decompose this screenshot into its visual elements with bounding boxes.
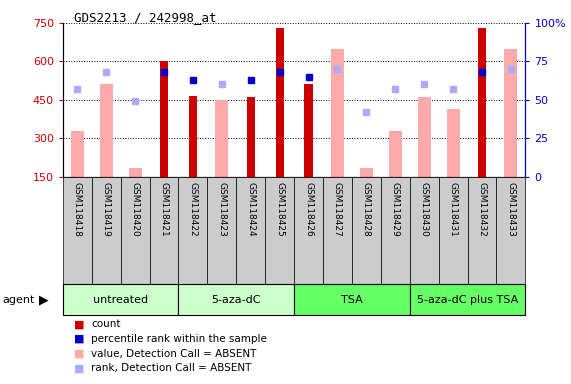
Text: GSM118426: GSM118426 bbox=[304, 182, 313, 237]
Text: untreated: untreated bbox=[93, 295, 148, 305]
Bar bbox=[236, 177, 265, 284]
Text: ■: ■ bbox=[74, 334, 85, 344]
Text: GSM118424: GSM118424 bbox=[246, 182, 255, 237]
Text: GSM118427: GSM118427 bbox=[333, 182, 342, 237]
Bar bbox=[381, 177, 410, 284]
Bar bbox=[100, 84, 112, 177]
Bar bbox=[360, 168, 373, 177]
Bar bbox=[478, 28, 486, 177]
Bar bbox=[247, 97, 255, 177]
Text: GSM118421: GSM118421 bbox=[159, 182, 168, 237]
Text: percentile rank within the sample: percentile rank within the sample bbox=[91, 334, 267, 344]
Text: GSM118425: GSM118425 bbox=[275, 182, 284, 237]
Bar bbox=[439, 177, 468, 284]
Text: value, Detection Call = ABSENT: value, Detection Call = ABSENT bbox=[91, 349, 257, 359]
Text: GSM118433: GSM118433 bbox=[506, 182, 516, 237]
Bar bbox=[294, 177, 323, 284]
Text: count: count bbox=[91, 319, 121, 329]
Text: rank, Detection Call = ABSENT: rank, Detection Call = ABSENT bbox=[91, 363, 252, 373]
Bar bbox=[410, 284, 525, 315]
Bar bbox=[63, 177, 92, 284]
Bar bbox=[468, 177, 496, 284]
Bar bbox=[504, 49, 517, 177]
Bar bbox=[417, 97, 431, 177]
Bar bbox=[265, 177, 294, 284]
Text: GSM118431: GSM118431 bbox=[449, 182, 457, 237]
Text: GDS2213 / 242998_at: GDS2213 / 242998_at bbox=[74, 12, 217, 25]
Bar bbox=[207, 177, 236, 284]
Text: GSM118423: GSM118423 bbox=[218, 182, 226, 237]
Bar bbox=[71, 131, 84, 177]
Bar bbox=[178, 177, 207, 284]
Text: GSM118422: GSM118422 bbox=[188, 182, 198, 237]
Text: ■: ■ bbox=[74, 363, 85, 373]
Bar bbox=[304, 84, 312, 177]
Text: GSM118429: GSM118429 bbox=[391, 182, 400, 237]
Text: 5-aza-dC: 5-aza-dC bbox=[211, 295, 261, 305]
Text: ■: ■ bbox=[74, 349, 85, 359]
Bar bbox=[215, 100, 228, 177]
Text: agent: agent bbox=[3, 295, 35, 305]
Text: GSM118430: GSM118430 bbox=[420, 182, 429, 237]
Bar bbox=[352, 177, 381, 284]
Bar bbox=[331, 49, 344, 177]
Text: GSM118432: GSM118432 bbox=[477, 182, 486, 237]
Text: GSM118419: GSM118419 bbox=[102, 182, 111, 237]
Bar bbox=[410, 177, 439, 284]
Text: ▶: ▶ bbox=[39, 293, 49, 306]
Text: GSM118418: GSM118418 bbox=[73, 182, 82, 237]
Bar bbox=[150, 177, 179, 284]
Bar bbox=[323, 177, 352, 284]
Bar bbox=[447, 109, 460, 177]
Bar bbox=[160, 61, 168, 177]
Text: TSA: TSA bbox=[341, 295, 363, 305]
Bar bbox=[294, 284, 410, 315]
Bar bbox=[178, 284, 294, 315]
Text: 5-aza-dC plus TSA: 5-aza-dC plus TSA bbox=[417, 295, 518, 305]
Bar bbox=[389, 131, 402, 177]
Text: ■: ■ bbox=[74, 319, 85, 329]
Bar bbox=[92, 177, 120, 284]
Bar bbox=[276, 28, 284, 177]
Bar bbox=[496, 177, 525, 284]
Text: GSM118428: GSM118428 bbox=[362, 182, 371, 237]
Bar bbox=[120, 177, 150, 284]
Bar bbox=[189, 96, 197, 177]
Bar bbox=[128, 168, 142, 177]
Text: GSM118420: GSM118420 bbox=[131, 182, 139, 237]
Bar bbox=[63, 284, 179, 315]
